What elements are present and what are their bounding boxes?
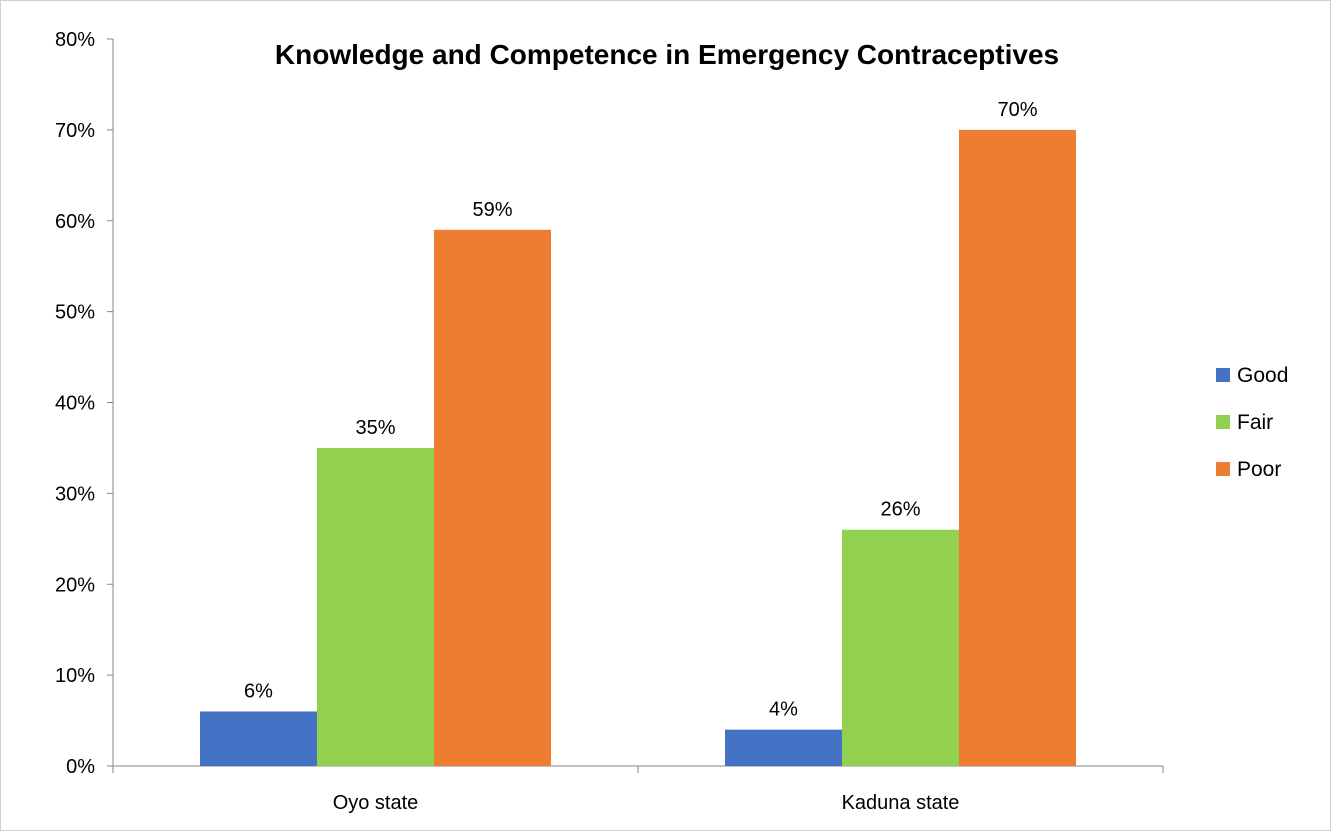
bar-good — [200, 711, 317, 766]
legend: Good Fair Poor — [1216, 364, 1288, 481]
legend-label: Poor — [1237, 458, 1281, 481]
data-label: 6% — [244, 680, 273, 702]
legend-swatch-poor — [1216, 462, 1230, 476]
data-label: 26% — [880, 499, 920, 521]
y-tick-label: 10% — [55, 665, 95, 687]
bar-fair — [842, 529, 959, 766]
y-tick-label: 50% — [55, 302, 95, 324]
legend-swatch-good — [1216, 368, 1230, 382]
y-tick-label: 0% — [66, 756, 95, 778]
x-axis: Oyo state Kaduna state — [112, 765, 1164, 814]
data-label: 70% — [997, 99, 1037, 121]
bar-good — [725, 729, 842, 766]
data-label: 4% — [769, 699, 798, 721]
y-tick-label: 40% — [55, 393, 95, 415]
y-tick-label: 70% — [55, 120, 95, 142]
chart-title: Knowledge and Competence in Emergency Co… — [275, 39, 1059, 70]
x-category-label: Oyo state — [333, 792, 419, 814]
data-label: 59% — [472, 199, 512, 221]
y-tick-label: 30% — [55, 483, 95, 505]
bar-poor — [959, 129, 1076, 766]
bar-poor — [434, 229, 551, 766]
y-tick-label: 20% — [55, 574, 95, 596]
y-tick-label: 60% — [55, 211, 95, 233]
bar-fair — [317, 447, 434, 766]
legend-label: Good — [1237, 364, 1288, 387]
y-tick-label: 80% — [55, 29, 95, 51]
x-category-label: Kaduna state — [842, 792, 960, 814]
legend-label: Fair — [1237, 411, 1273, 434]
legend-swatch-fair — [1216, 415, 1230, 429]
data-labels-group: 6% 35% 59% 4% 26% 70% — [244, 99, 1038, 721]
bars-group — [200, 129, 1076, 766]
y-axis: 0% 10% 20% 30% 40% 50% 60% 70% 80% — [55, 29, 114, 778]
data-label: 35% — [355, 417, 395, 439]
